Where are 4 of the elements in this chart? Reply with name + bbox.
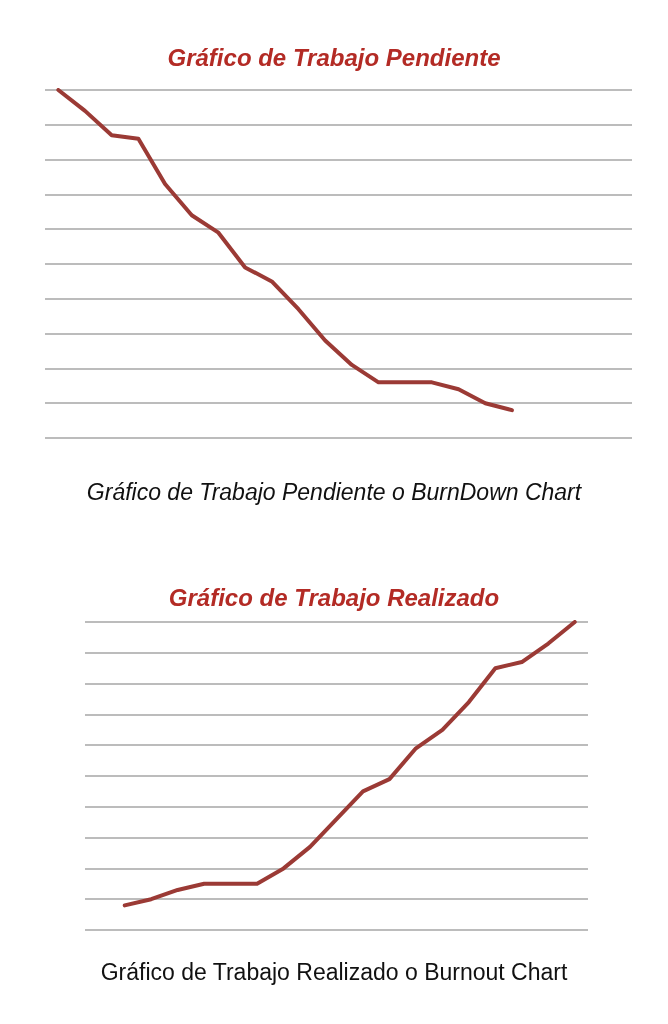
chart-title: Gráfico de Trabajo Pendiente — [167, 43, 501, 71]
text: Gráfico de Trabajo Realizado o Burnout Chart — [100, 958, 568, 985]
text: Gráfico de Trabajo Pendiente o BurnDown Chart — [86, 478, 583, 505]
chart-title: Gráfico de Trabajo Realizado — [168, 583, 500, 611]
